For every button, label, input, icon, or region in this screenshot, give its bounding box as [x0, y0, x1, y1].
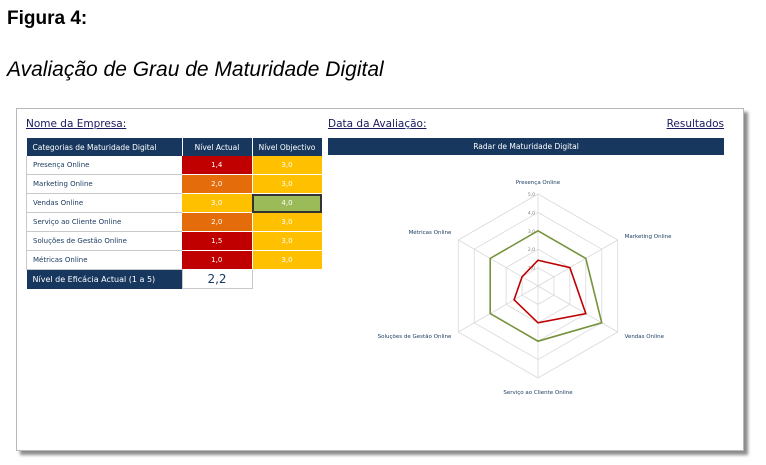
radar-category-label: Métricas Online [409, 229, 452, 236]
radar-category-label: Serviço ao Cliente Online [503, 390, 573, 396]
radar-category-label: Marketing Online [625, 234, 673, 240]
radar-spoke [458, 239, 539, 287]
table-header-row: Categorias de Maturidade Digital Nível A… [26, 138, 323, 156]
figure-caption: Avaliação de Grau de Maturidade Digital [7, 58, 384, 81]
company-name-link[interactable]: Nome da Empresa: [26, 118, 127, 130]
radar-tick-label: 5,0 [528, 192, 535, 198]
radar-spoke [537, 239, 618, 287]
radar-tick-label: 1,0 [528, 266, 535, 272]
figure-label: Figura 4: [7, 8, 88, 29]
efficacy-row: Nível de Eficácia Actual (1 a 5) 2,2 [26, 269, 323, 289]
target-level-cell[interactable]: 3,0 [252, 212, 323, 232]
efficacy-label: Nível de Eficácia Actual (1 a 5) [26, 269, 182, 289]
target-level-cell[interactable]: 3,0 [252, 174, 323, 194]
efficacy-empty-cell [252, 270, 322, 289]
table-row: Vendas Online 3,0 4,0 [26, 193, 323, 213]
radar-spoke [458, 285, 539, 333]
radar-category-label: Presença Online [516, 180, 561, 186]
maturity-panel: Nome da Empresa: Data da Avaliação: Resu… [16, 108, 744, 451]
radar-category-label: Vendas Online [625, 334, 665, 340]
table-row: Soluções de Gestão Online 1,5 3,0 [26, 231, 323, 251]
column-header-category: Categorias de Maturidade Digital [26, 138, 183, 156]
target-level-cell-selected[interactable]: 4,0 [252, 193, 323, 213]
radar-chart-title: Radar de Maturidade Digital [328, 138, 724, 155]
category-cell[interactable]: Vendas Online [26, 193, 182, 213]
actual-level-cell[interactable]: 2,0 [182, 174, 253, 194]
actual-level-cell[interactable]: 1,0 [182, 250, 253, 270]
table-row: Marketing Online 2,0 3,0 [26, 174, 323, 194]
column-header-actual: Nível Actual [182, 138, 253, 156]
actual-level-cell[interactable]: 2,0 [182, 212, 253, 232]
radar-tick-label: 2,0 [528, 247, 535, 253]
table-row: Métricas Online 1,0 3,0 [26, 250, 323, 270]
maturity-table: Categorias de Maturidade Digital Nível A… [26, 138, 323, 289]
radar-category-label: Soluções de Gestão Online [378, 334, 452, 340]
target-level-cell[interactable]: 3,0 [252, 231, 323, 251]
results-link[interactable]: Resultados [666, 118, 724, 130]
table-row: Serviço ao Cliente Online 2,0 3,0 [26, 212, 323, 232]
target-level-cell[interactable]: 3,0 [252, 250, 323, 270]
actual-level-cell[interactable]: 1,4 [182, 156, 253, 175]
radar-tick-label: 4,0 [528, 210, 535, 216]
category-cell[interactable]: Serviço ao Cliente Online [26, 212, 182, 232]
radar-series-target [489, 229, 603, 343]
radar-spoke [537, 285, 618, 333]
radar-chart: 1,0 2,0 3,0 4,0 5,0 Presença Online Marketing … [378, 180, 673, 396]
category-cell[interactable]: Marketing Online [26, 174, 182, 194]
assessment-date-link[interactable]: Data da Avaliação: [328, 118, 427, 130]
radar-tick-label: 3,0 [528, 229, 535, 235]
radar-series-actual [513, 259, 587, 324]
efficacy-value[interactable]: 2,2 [181, 269, 253, 289]
column-header-target: Nível Objectivo [252, 138, 323, 156]
category-cell[interactable]: Soluções de Gestão Online [26, 231, 182, 251]
category-cell[interactable]: Presença Online [26, 156, 182, 175]
category-cell[interactable]: Métricas Online [26, 250, 182, 270]
target-level-cell[interactable]: 3,0 [252, 156, 323, 175]
actual-level-cell[interactable]: 1,5 [182, 231, 253, 251]
actual-level-cell[interactable]: 3,0 [182, 193, 253, 213]
table-row: Presença Online 1,4 3,0 [26, 156, 323, 175]
